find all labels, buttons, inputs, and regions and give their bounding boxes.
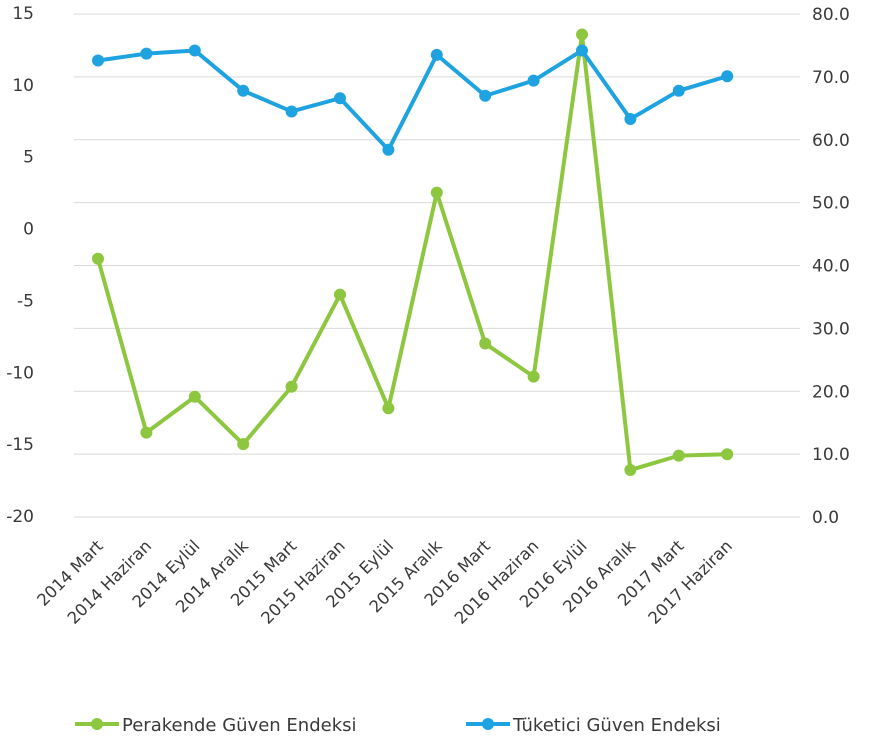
- left-tick-label: 5: [23, 148, 34, 168]
- left-tick-label: -20: [6, 507, 34, 527]
- data-point: [624, 113, 637, 126]
- right-tick-label: 40.0: [812, 257, 850, 277]
- data-point: [527, 74, 540, 87]
- series-0: [92, 28, 734, 477]
- x-tick-label: 2014 Haziran: [64, 536, 155, 627]
- left-tick-label: 15: [12, 4, 34, 24]
- data-point: [92, 54, 104, 67]
- legend-swatch-marker: [482, 718, 494, 730]
- right-tick-label: 60.0: [812, 131, 850, 151]
- data-point: [92, 252, 104, 265]
- right-tick-label: 70.0: [812, 68, 850, 88]
- legend-label: Tüketici Güven Endeksi: [512, 715, 721, 736]
- right-tick-label: 50.0: [812, 194, 850, 214]
- series-1: [92, 44, 734, 156]
- series-line: [96, 48, 730, 152]
- data-point: [721, 70, 734, 83]
- legend-label: Perakende Güven Endeksi: [122, 715, 357, 736]
- legend-item: Tüketici Güven Endeksi: [466, 715, 721, 736]
- data-point: [576, 28, 588, 41]
- left-tick-label: -15: [6, 435, 34, 455]
- legend-item: Perakende Güven Endeksi: [75, 715, 357, 736]
- data-point: [140, 47, 153, 60]
- data-point: [672, 449, 685, 462]
- right-tick-label: 20.0: [812, 382, 850, 402]
- legend: Perakende Güven Endeksi Tüketici Güven En…: [75, 715, 721, 736]
- data-point: [479, 89, 492, 102]
- data-point: [430, 186, 443, 199]
- x-tick-label: 2015 Haziran: [257, 536, 348, 627]
- right-tick-label: 30.0: [812, 319, 850, 339]
- data-point: [672, 84, 685, 97]
- right-tick-label: 80.0: [812, 5, 850, 25]
- right-tick-label: 10.0: [812, 445, 850, 465]
- data-point: [576, 44, 588, 57]
- data-point: [382, 402, 395, 415]
- left-tick-label: 0: [23, 220, 34, 240]
- gridlines: [74, 13, 800, 518]
- left-tick-label: 10: [12, 76, 34, 96]
- data-point: [334, 288, 346, 301]
- data-point: [188, 390, 201, 403]
- data-point: [430, 48, 443, 61]
- series-layer: [92, 28, 734, 477]
- x-tick-label: 2017 Haziran: [645, 536, 736, 627]
- data-point: [721, 448, 734, 461]
- left-tick-label: -10: [6, 363, 34, 383]
- series-line: [96, 32, 730, 473]
- left-axis-ticks: 15 10 5 0 -5 -10 -15 -20: [6, 4, 34, 527]
- x-tick-label: 2016 Haziran: [451, 536, 542, 627]
- data-point: [285, 380, 298, 393]
- data-point: [624, 464, 637, 477]
- right-tick-label: 0.0: [812, 508, 839, 528]
- right-axis-ticks: 80.0 70.0 60.0 50.0 40.0 30.0 20.0 10.0 0.0: [812, 5, 850, 528]
- left-tick-label: -5: [17, 291, 34, 311]
- data-point: [237, 84, 250, 97]
- data-point: [479, 337, 492, 350]
- data-point: [188, 44, 201, 57]
- data-point: [237, 438, 250, 451]
- legend-swatch-marker: [91, 718, 103, 730]
- data-point: [382, 143, 395, 156]
- data-point: [140, 426, 153, 439]
- data-point: [334, 92, 346, 105]
- data-point: [527, 370, 540, 383]
- data-point: [285, 105, 298, 118]
